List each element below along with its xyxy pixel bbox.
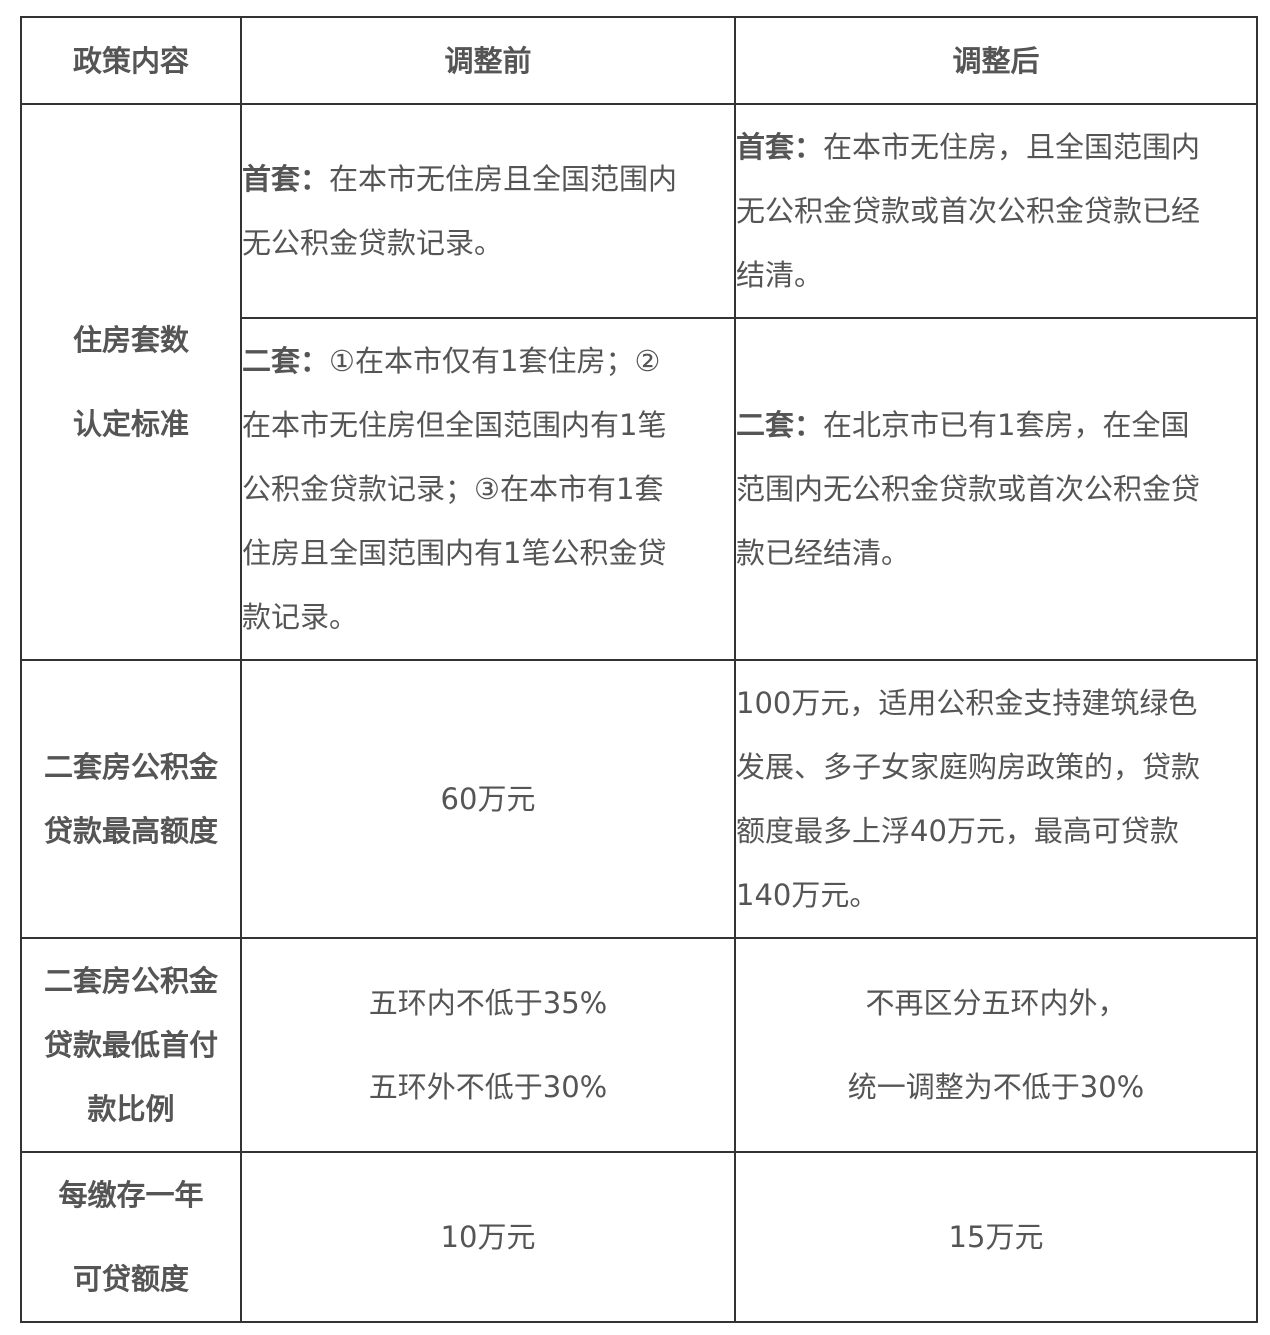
header-policy: 政策内容 (20, 16, 242, 105)
text-line: 款已经结清。 (736, 536, 911, 570)
text-line: 在本市无住房但全国范围内有1笔 (242, 408, 667, 442)
label-line: 每缴存一年 (58, 1178, 204, 1212)
label-per-year: 每缴存一年 可贷额度 (20, 1151, 242, 1323)
policy-comparison-table: 政策内容 调整前 调整后 住房套数 认定标准 首套：在本市无住房且全国范围内 无… (20, 16, 1258, 1323)
text-line: 结清。 (736, 258, 824, 292)
label-line: 二套房公积金 (43, 964, 218, 998)
text-line: 140万元。 (736, 878, 879, 912)
text-line: 首套：在本市无住房且全国范围内 (242, 162, 678, 196)
text-line: 住房且全国范围内有1笔公积金贷 (242, 536, 667, 570)
text-line: 100万元，适用公积金支持建筑绿色 (736, 686, 1198, 720)
max-loan-before: 60万元 (240, 659, 736, 939)
table-row-max-loan: 二套房公积金 贷款最高额度 60万元 100万元，适用公积金支持建筑绿色 发展、… (20, 659, 1258, 939)
down-payment-after: 不再区分五环内外， 统一调整为不低于30% (734, 937, 1258, 1153)
text-line: 二套：在北京市已有1套房，在全国 (736, 408, 1190, 442)
label-line: 贷款最高额度 (43, 814, 218, 848)
text-line: 无公积金贷款或首次公积金贷款已经 (736, 194, 1201, 228)
table-row-down-payment: 二套房公积金 贷款最低首付 款比例 五环内不低于35% 五环外不低于30% 不再… (20, 937, 1258, 1153)
table-row-per-year: 每缴存一年 可贷额度 10万元 15万元 (20, 1151, 1258, 1323)
header-after: 调整后 (734, 16, 1258, 105)
text-line: 款记录。 (242, 600, 359, 634)
text-line: 五环外不低于30% (368, 1070, 608, 1104)
label-max-loan: 二套房公积金 贷款最高额度 (20, 659, 242, 939)
label-housing-count: 住房套数 认定标准 (20, 103, 242, 661)
label-line: 贷款最低首付 (43, 1028, 218, 1062)
second-home-before: 二套：①在本市仅有1套住房；② 在本市无住房但全国范围内有1笔 公积金贷款记录；… (240, 317, 736, 661)
text-line: 范围内无公积金贷款或首次公积金贷 (736, 472, 1201, 506)
text-line: 五环内不低于35% (368, 986, 608, 1020)
down-payment-before: 五环内不低于35% 五环外不低于30% (240, 937, 736, 1153)
second-home-after: 二套：在北京市已有1套房，在全国 范围内无公积金贷款或首次公积金贷 款已经结清。 (734, 317, 1258, 661)
text-line: 额度最多上浮40万元，最高可贷款 (736, 814, 1179, 848)
per-year-before: 10万元 (240, 1151, 736, 1323)
first-home-before: 首套：在本市无住房且全国范围内 无公积金贷款记录。 (240, 103, 736, 319)
header-before: 调整前 (240, 16, 736, 105)
first-home-after: 首套：在本市无住房，且全国范围内 无公积金贷款或首次公积金贷款已经 结清。 (734, 103, 1258, 319)
text-line: 无公积金贷款记录。 (242, 226, 504, 260)
label-line: 款比例 (87, 1092, 175, 1126)
table-row-first-home: 住房套数 认定标准 首套：在本市无住房且全国范围内 无公积金贷款记录。 首套：在… (20, 103, 1258, 661)
text-line: 二套：①在本市仅有1套住房；② (242, 344, 661, 378)
label-down-payment: 二套房公积金 贷款最低首付 款比例 (20, 937, 242, 1153)
text-line: 统一调整为不低于30% (847, 1070, 1145, 1104)
text-line: 不再区分五环内外， (865, 986, 1127, 1020)
text-line: 首套：在本市无住房，且全国范围内 (736, 130, 1201, 164)
text-line: 公积金贷款记录；③在本市有1套 (242, 472, 664, 506)
per-year-after: 15万元 (734, 1151, 1258, 1323)
label-line: 认定标准 (72, 407, 189, 441)
label-line: 住房套数 (72, 323, 189, 357)
table-row-second-home: 二套：①在本市仅有1套住房；② 在本市无住房但全国范围内有1笔 公积金贷款记录；… (21, 317, 1258, 661)
label-line: 二套房公积金 (43, 750, 218, 784)
max-loan-after: 100万元，适用公积金支持建筑绿色 发展、多子女家庭购房政策的，贷款 额度最多上… (734, 659, 1258, 939)
text-line: 发展、多子女家庭购房政策的，贷款 (736, 750, 1201, 784)
header-row: 政策内容 调整前 调整后 (20, 16, 1258, 105)
label-line: 可贷额度 (72, 1262, 189, 1296)
